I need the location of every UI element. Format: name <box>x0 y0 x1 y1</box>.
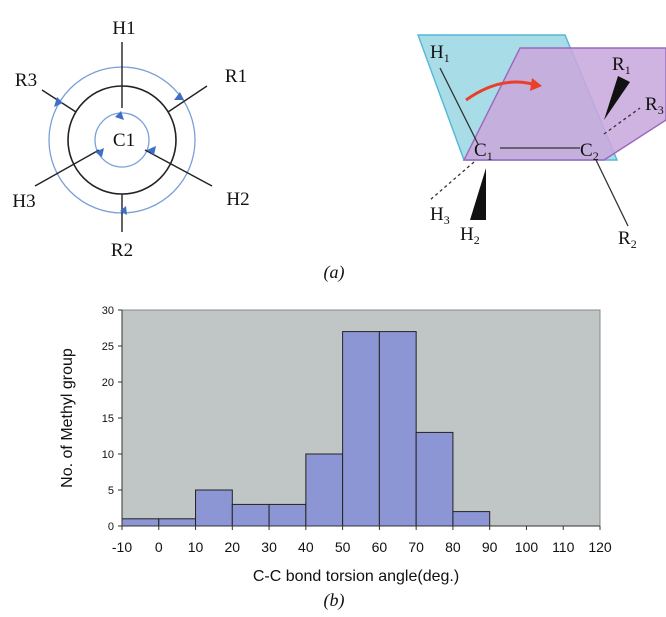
histogram: 0 5 10 15 20 25 30 -10 0 10 20 30 40 50 60 70 80 90 100 11… <box>59 305 612 585</box>
label-r1: R1 <box>225 66 247 87</box>
x-tick-label: 50 <box>335 539 351 555</box>
label-h3: H3 <box>12 191 35 212</box>
histogram-bar <box>452 511 491 527</box>
x-tick-label: 120 <box>588 539 612 555</box>
histogram-bar <box>268 503 307 527</box>
y-tick-label: 25 <box>102 341 114 353</box>
x-axis-label: C-C bond torsion angle(deg.) <box>253 568 459 585</box>
bond-h2 <box>144 149 213 187</box>
bond-h3 <box>34 149 100 187</box>
newman-inner-blue-ring <box>94 112 150 168</box>
panel-b-caption: (b) <box>324 590 345 611</box>
rotation-arrowhead <box>174 92 184 100</box>
histogram-bar <box>158 518 197 527</box>
x-tick-label: 40 <box>298 539 314 555</box>
bond-c2-r3 <box>603 107 641 135</box>
panel-a-caption: (a) <box>324 262 345 283</box>
label-h2-sawhorse: H2 <box>460 224 480 247</box>
bond-c2-r2 <box>595 159 629 227</box>
rotation-arrowhead <box>147 146 156 155</box>
x-tick-label: 0 <box>155 539 163 555</box>
x-tick-label: 90 <box>482 539 498 555</box>
rotation-arrowhead <box>95 148 104 157</box>
x-tick-label: -10 <box>112 539 132 555</box>
x-tick-label: 30 <box>261 539 277 555</box>
rotation-arrowhead <box>530 78 542 91</box>
label-h1-sawhorse: H1 <box>430 42 450 65</box>
y-tick-label: 5 <box>108 485 114 497</box>
histogram-bar <box>378 331 417 527</box>
y-tick-label: 0 <box>108 521 114 533</box>
histogram-bar <box>231 503 270 527</box>
wedge-c2-r1 <box>604 76 630 120</box>
label-r1-sawhorse: R1 <box>612 54 631 77</box>
x-tick-label: 110 <box>552 539 575 555</box>
histogram-bar <box>342 331 380 527</box>
label-c2: C2 <box>580 140 599 163</box>
bars <box>121 331 491 527</box>
newman-center-label: C1 <box>113 130 135 151</box>
bond-c1-h3 <box>429 161 475 201</box>
x-tick-label: 20 <box>225 539 241 555</box>
y-tick-label: 30 <box>102 305 114 317</box>
newman-projection: C1 H1 H2 H3 R1 R2 R3 <box>12 18 249 261</box>
bond-r1 <box>167 85 208 113</box>
y-tick-label: 15 <box>102 413 114 425</box>
histogram-bar <box>195 489 233 527</box>
x-tick-label: 70 <box>408 539 424 555</box>
label-r3-sawhorse: R3 <box>645 94 664 117</box>
rotation-arrowhead <box>120 206 127 215</box>
wedge-c1-h2 <box>470 168 486 220</box>
label-h3-sawhorse: H3 <box>430 204 450 227</box>
histogram-bar <box>305 453 344 527</box>
histogram-bar <box>121 518 160 527</box>
label-r3: R3 <box>15 70 37 91</box>
x-ticks: -10 0 10 20 30 40 50 60 70 80 90 100 110 120 <box>112 526 612 555</box>
bond-c1-h1 <box>439 67 479 145</box>
plane-c1-c2-r1 <box>462 47 666 161</box>
label-c1: C1 <box>474 140 493 163</box>
x-tick-label: 80 <box>445 539 461 555</box>
y-tick-label: 20 <box>102 377 114 389</box>
label-r2: R2 <box>111 240 133 261</box>
x-tick-label: 10 <box>188 539 204 555</box>
rotation-arrowhead <box>54 97 63 107</box>
x-tick-label: 100 <box>515 539 539 555</box>
histogram-bar <box>415 431 454 527</box>
y-axis-label: No. of Methyl group <box>59 348 76 488</box>
label-h2: H2 <box>226 189 249 210</box>
label-r2-sawhorse: R2 <box>618 228 637 251</box>
sawhorse-projection: H1 R1 R3 C1 C2 H3 H2 R2 <box>416 34 666 251</box>
rotation-arrow <box>465 80 533 102</box>
y-ticks: 0 5 10 15 20 25 30 <box>102 305 122 533</box>
rotation-arrowhead <box>115 111 124 120</box>
x-tick-label: 60 <box>372 539 388 555</box>
y-tick-label: 10 <box>102 449 114 461</box>
label-h1: H1 <box>112 18 135 39</box>
